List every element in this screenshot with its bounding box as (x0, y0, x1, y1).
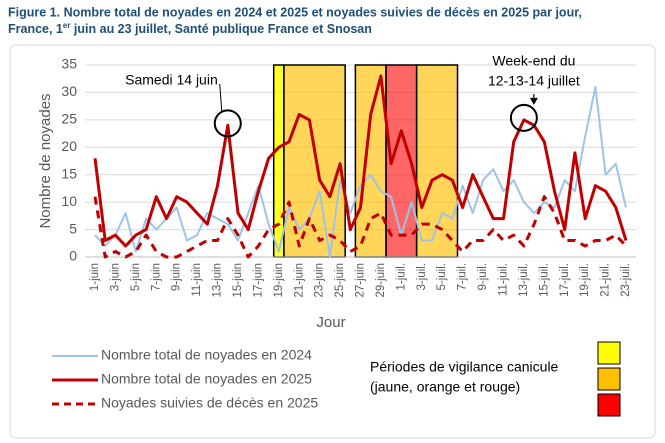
x-tick-label: 3-juin (109, 263, 121, 291)
x-tick-label: 5-juil. (436, 263, 448, 290)
x-tick-label: 27-juin (355, 263, 367, 298)
annotation-text: 12-13-14 juillet (488, 73, 580, 89)
y-tick-label: 30 (61, 83, 77, 99)
y-axis-title: Nombre de noyades (37, 93, 54, 228)
x-tick-label: 11-juin (191, 263, 203, 297)
x-tick-label: 15-juil. (538, 263, 550, 297)
y-tick-label: 15 (61, 165, 77, 181)
x-tick-label: 25-juin (334, 263, 346, 298)
annotation-circle (213, 109, 242, 138)
x-tick-label: 3-juil. (416, 263, 428, 290)
x-axis-title: Jour (316, 314, 345, 331)
vigilance-legend-swatch (597, 367, 621, 391)
x-tick-label: 5-juin (130, 263, 142, 291)
annotation-text: Samedi 14 juin (125, 72, 218, 88)
x-tick-label: 19-juil. (579, 263, 591, 297)
x-tick-label: 23-juin (314, 263, 326, 298)
x-tick-label: 1-juil. (395, 263, 407, 290)
vigilance-legend-swatch (597, 393, 621, 417)
y-tick-label: 5 (69, 220, 77, 236)
x-tick-label: 11-juil. (497, 263, 509, 296)
y-tick-label: 20 (61, 138, 77, 154)
annotation-text: Week-end du (492, 53, 575, 69)
annotation-circle (509, 103, 538, 132)
vigilance-band (272, 64, 285, 258)
x-tick-label: 21-juil. (600, 263, 612, 297)
x-tick-label: 9-juil. (477, 263, 489, 290)
x-tick-label: 19-juin (273, 263, 285, 298)
vigilance-legend-text: (jaune, orange et rouge) (370, 379, 520, 395)
vigilance-legend-swatch (597, 341, 621, 365)
series-line (93, 74, 628, 248)
legend-label: Noyades suivies de décès en 2025 (101, 395, 318, 411)
x-tick-label: 23-juil. (620, 263, 632, 297)
chart-title: France, 1er juin au 23 juillet, Santé pu… (8, 21, 372, 36)
chart-title: Figure 1. Nombre total de noyades en 202… (8, 5, 582, 19)
x-tick-label: 21-juin (293, 263, 305, 298)
x-tick-label: 15-juin (232, 263, 244, 298)
vigilance-legend-text: Périodes de vigilance canicule (370, 359, 559, 375)
y-tick-label: 35 (61, 56, 77, 72)
x-tick-label: 13-juin (212, 263, 224, 298)
annotation-arrow (219, 83, 223, 112)
x-tick-label: 7-juil. (457, 263, 469, 290)
annotation-arrowhead (529, 97, 538, 105)
x-tick-label: 13-juil. (518, 263, 530, 297)
series-line (94, 85, 627, 258)
x-tick-label: 1-juin (89, 263, 101, 291)
x-tick-label: 29-juin (375, 263, 387, 298)
x-tick-label: 7-juin (150, 263, 162, 291)
y-tick-label: 25 (61, 111, 77, 127)
x-tick-label: 17-juil. (559, 263, 571, 297)
legend-label: Nombre total de noyades en 2025 (101, 371, 312, 387)
y-tick-label: 10 (61, 193, 77, 209)
y-tick-label: 0 (69, 248, 77, 264)
legend-label: Nombre total de noyades en 2024 (101, 347, 312, 363)
x-tick-label: 17-juin (252, 263, 264, 298)
x-tick-label: 9-juin (171, 263, 183, 291)
vigilance-band (354, 64, 387, 258)
